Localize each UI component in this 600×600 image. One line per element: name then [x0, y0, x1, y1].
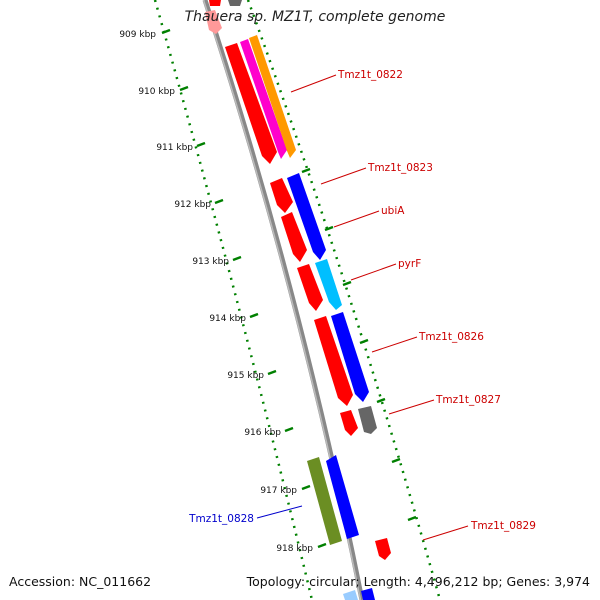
gene-arrow-cyan[interactable] [315, 259, 342, 310]
top-partial-features [205, 0, 242, 34]
leader-tmz1t-0829 [422, 525, 469, 541]
feature-label-tmz1t-0829[interactable]: Tmz1t_0829 [470, 520, 536, 532]
leader-tmz1t-0822 [290, 74, 337, 93]
scale-label-909: 909 kbp [119, 30, 156, 40]
scale-label-915: 915 kbp [227, 371, 264, 381]
gene-arrow-blue[interactable] [287, 173, 326, 260]
gene-arrow-red-2[interactable] [270, 178, 293, 213]
gene-arrow-red-5[interactable] [314, 316, 353, 406]
scale-label-914: 914 kbp [209, 314, 246, 324]
leader-pyrF [350, 263, 397, 281]
gene-arrow-gray[interactable] [358, 406, 377, 434]
leader-ubiA [333, 210, 380, 228]
map-title: Thauera sp. MZ1T, complete genome [184, 9, 446, 25]
gene-arrow-orange[interactable] [249, 35, 296, 158]
accession-text: Accession: NC_011662 [9, 574, 152, 589]
feature-label-pyrF[interactable]: pyrF [398, 258, 421, 270]
gene-arrow-red-3[interactable] [281, 212, 307, 262]
gene-arrow-red-6[interactable] [340, 410, 358, 436]
scale-label-916: 916 kbp [244, 428, 281, 438]
outer-scale-track [246, 0, 442, 600]
scale-ticks [161, 28, 327, 549]
leader-tmz1t-0826 [371, 336, 418, 353]
outer-ticks [301, 167, 417, 522]
feature-label-tmz1t-0827[interactable]: Tmz1t_0827 [435, 394, 501, 406]
feature-label-tmz1t-0828[interactable]: Tmz1t_0828 [188, 513, 254, 525]
scale-label-913: 913 kbp [192, 257, 229, 267]
scale-label-918: 918 kbp [276, 544, 313, 554]
gene-arrow-blue-2[interactable] [331, 312, 369, 402]
topology-text: Topology: circular; Length: 4,496,212 bp… [246, 574, 590, 589]
scale-label-910: 910 kbp [138, 87, 175, 97]
scale-label-917: 917 kbp [260, 486, 297, 496]
feature-label-tmz1t-0822[interactable]: Tmz1t_0822 [337, 69, 403, 81]
gene-arrow-blue-3[interactable] [326, 455, 359, 539]
scale-label-912: 912 kbp [174, 200, 211, 210]
gene-arrow-magenta[interactable] [240, 39, 287, 159]
leader-tmz1t-0823 [320, 167, 367, 185]
feature-label-ubiA[interactable]: ubiA [381, 205, 405, 217]
gene-arrow-red-7[interactable] [375, 538, 391, 560]
gene-arrow-red[interactable] [225, 43, 277, 164]
feature-label-tmz1t-0826[interactable]: Tmz1t_0826 [418, 331, 484, 343]
leader-tmz1t-0828 [256, 505, 303, 519]
gene-arrow-olive[interactable] [307, 457, 342, 545]
feature-label-tmz1t-0823[interactable]: Tmz1t_0823 [367, 162, 433, 174]
gene-arrow-red-4[interactable] [297, 264, 323, 311]
scale-label-911: 911 kbp [156, 143, 193, 153]
gene-arrows[interactable] [225, 35, 391, 600]
leader-tmz1t-0827 [388, 399, 435, 415]
